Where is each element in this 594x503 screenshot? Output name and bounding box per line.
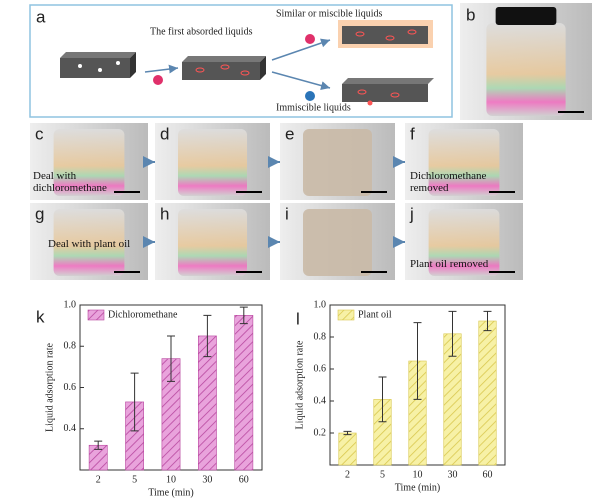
y-tick-label: 0.6 — [64, 382, 77, 393]
panel-label: j — [409, 204, 414, 223]
vial — [53, 129, 125, 196]
y-axis-label: Liquid adsorption rate — [294, 340, 305, 429]
x-axis-label: Time (min) — [148, 487, 193, 498]
panel-label: b — [466, 5, 475, 24]
panel-label: g — [35, 204, 44, 223]
arrow — [271, 38, 331, 61]
error-bar — [239, 306, 248, 325]
panel-label: k — [36, 307, 45, 326]
droplet — [305, 34, 315, 44]
error-bar — [203, 314, 212, 358]
legend-label: Dichloromethane — [108, 309, 178, 320]
vial — [303, 209, 372, 276]
error-bar — [448, 310, 457, 357]
sponge-absorbed — [182, 56, 266, 80]
photos — [30, 3, 592, 280]
legend-swatch — [87, 309, 105, 321]
caption: Deal with dichloromethane — [33, 170, 107, 194]
panel-label: e — [285, 124, 294, 143]
x-tick-label: 5 — [380, 469, 385, 480]
error-bar — [413, 322, 422, 400]
arrow — [271, 71, 331, 90]
vial — [303, 129, 372, 196]
x-tick-label: 2 — [96, 474, 101, 485]
bar — [338, 432, 357, 466]
panel-label: l — [296, 309, 300, 328]
panel-label: i — [285, 204, 289, 223]
x-axis-label: Time (min) — [395, 482, 440, 493]
bar — [478, 320, 497, 466]
droplet — [153, 75, 163, 85]
x-tick-label: 5 — [132, 474, 137, 485]
error-bar — [130, 372, 139, 432]
vial — [178, 209, 247, 276]
x-tick-label: 60 — [239, 474, 249, 485]
y-tick-label: 0.2 — [314, 427, 327, 438]
x-tick-label: 10 — [413, 469, 423, 480]
error-bar — [483, 310, 492, 332]
legend-swatch — [337, 309, 355, 321]
y-tick-label: 0.4 — [314, 395, 327, 406]
vial — [178, 129, 247, 196]
x-tick-label: 10 — [166, 474, 176, 485]
vial — [428, 209, 500, 276]
vial — [53, 209, 125, 276]
y-axis-label: Liquid adsorption rate — [44, 343, 55, 432]
sponge — [60, 52, 136, 78]
y-tick-label: 0.6 — [314, 363, 327, 374]
x-tick-label: 30 — [202, 474, 212, 485]
vial — [486, 23, 566, 116]
x-tick-label: 30 — [448, 469, 458, 480]
panel-label: h — [160, 204, 169, 223]
diagram-text: Immiscible liquids — [276, 102, 351, 113]
caption: Deal with plant oil — [48, 238, 131, 250]
caption: Dichloromethane removed — [410, 170, 487, 194]
x-tick-label: 2 — [345, 469, 350, 480]
y-tick-label: 0.8 — [64, 341, 77, 352]
error-bar — [167, 335, 175, 382]
diagram-text: Similar or miscible liquids — [276, 8, 382, 19]
y-tick-label: 1.0 — [314, 299, 327, 310]
panel-label: f — [410, 124, 415, 143]
error-bar — [94, 440, 103, 450]
error-bar — [378, 376, 387, 423]
cap — [495, 7, 557, 25]
vial — [428, 129, 500, 196]
panel-label: a — [36, 7, 46, 26]
sponge-similar — [338, 20, 433, 48]
y-tick-label: 0.4 — [64, 423, 77, 434]
droplet — [305, 91, 315, 101]
panel-label: c — [35, 124, 44, 143]
bar — [234, 315, 254, 471]
arrow — [144, 64, 179, 74]
sponge-immiscible — [342, 78, 434, 106]
x-tick-label: 60 — [483, 469, 493, 480]
panel-label: d — [160, 124, 169, 143]
y-tick-label: 0.8 — [314, 331, 327, 342]
y-tick-label: 1.0 — [64, 299, 77, 310]
error-bar — [343, 430, 352, 436]
caption: Plant oil removed — [410, 258, 489, 270]
diagram-text: The first absorded liquids — [150, 26, 253, 37]
legend-label: Plant oil — [358, 309, 392, 320]
